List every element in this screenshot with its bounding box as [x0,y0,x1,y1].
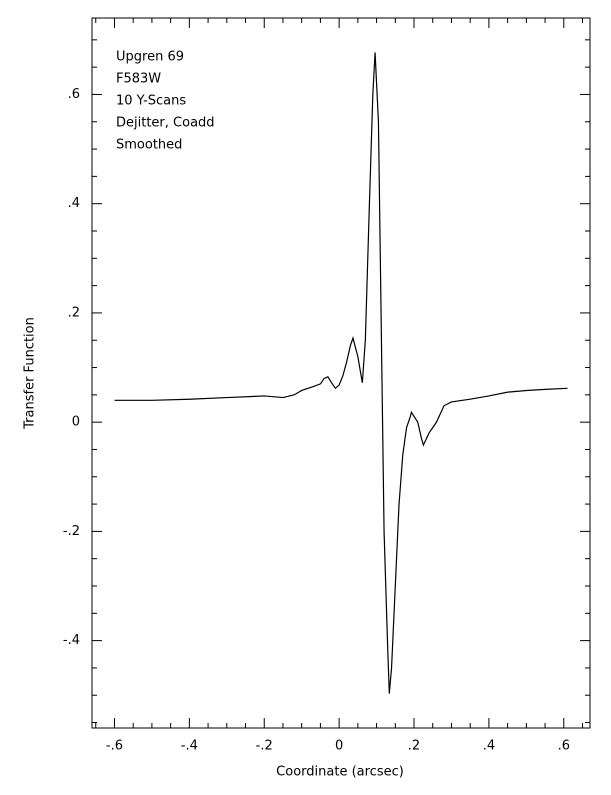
y-tick-label: .2 [68,305,80,320]
plot-frame [91,17,591,729]
annotation: Smoothed [116,138,182,153]
x-tick-label: -.4 [181,739,198,754]
annotation: Upgren 69 [116,50,184,65]
x-tick-label: -.2 [256,739,273,754]
y-tick-label: -.2 [63,524,80,539]
annotation: F583W [116,72,161,87]
x-tick-label: 0 [335,739,343,754]
annotation: 10 Y-Scans [116,94,186,109]
y-tick-label: 0 [72,415,80,430]
x-tick-label: -.6 [106,739,123,754]
x-axis-label: Coordinate (arcsec) [276,765,404,780]
x-tick-label: .6 [558,739,570,754]
x-tick-label: .4 [483,739,495,754]
y-tick-label: .6 [68,87,80,102]
annotation: Dejitter, Coadd [116,116,215,131]
data-line [114,52,568,694]
y-tick-label: .4 [68,196,80,211]
x-tick-label: .2 [408,739,420,754]
y-axis-label: Transfer Function [23,317,38,430]
y-tick-label: -.4 [63,633,80,648]
